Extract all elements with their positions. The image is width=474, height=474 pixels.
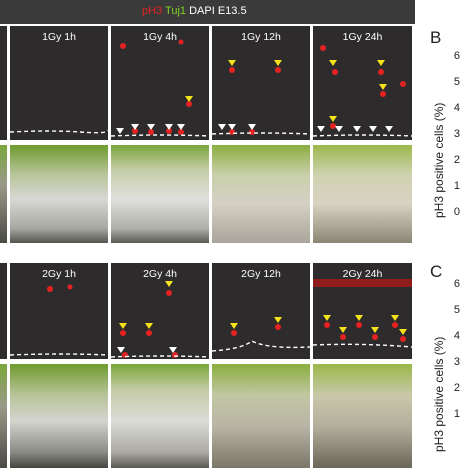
panel-b-tick: 5 — [453, 76, 460, 88]
panel-b-tick: 2 — [453, 154, 460, 166]
row2-partial-panel-merge — [0, 364, 7, 468]
channel-legend: pH3 Tuj1 DAPI E13.5 — [142, 5, 247, 17]
panel-label: 1Gy 4h — [143, 31, 177, 43]
gy1-12h-ph3-panel: 1Gy 12h — [212, 26, 310, 140]
gy1-24h-ph3-panel: 1Gy 24h — [313, 26, 412, 140]
gy2-12h-ph3-panel: 2Gy 12h — [212, 263, 310, 359]
legend-ph3: pH3 — [142, 5, 163, 17]
panel-c-ylabel: pH3 positive cells (%) — [432, 336, 446, 452]
panel-c-tick: 6 — [453, 278, 460, 290]
panel-letter-c: C — [430, 262, 443, 281]
gy1-1h-merge-panel — [10, 145, 108, 243]
gy1-4h-ph3-panel: 1Gy 4h — [111, 26, 209, 140]
panel-label: 2Gy 12h — [241, 268, 281, 280]
gy1-1h-ph3-panel: 1Gy 1h — [10, 26, 108, 140]
panel-label: 1Gy 12h — [241, 31, 281, 43]
panel-b-tick: 0 — [453, 206, 460, 218]
gy2-24h-ph3-panel: 2Gy 24h — [313, 263, 412, 359]
gy1-12h-merge-panel — [212, 145, 310, 243]
row1-partial-panel-ph3 — [0, 26, 7, 140]
legend-tuj1: Tuj1 — [165, 5, 187, 17]
panel-c-tick: 4 — [453, 330, 460, 342]
row1-partial-panel-merge — [0, 145, 7, 243]
panel-label: 2Gy 4h — [143, 268, 177, 280]
legend-dapi-stage: DAPI E13.5 — [189, 5, 247, 17]
panel-c-tick: 3 — [453, 356, 460, 368]
gy2-24h-merge-panel — [313, 364, 412, 468]
panel-label: 2Gy 24h — [342, 268, 383, 280]
panel-b-tick: 1 — [453, 180, 460, 192]
panel-letter-b: B — [430, 28, 442, 47]
panel-b-tick: 4 — [453, 102, 460, 114]
gy2-4h-ph3-panel: 2Gy 4h — [111, 263, 209, 359]
panel-c-tick: 5 — [453, 304, 460, 316]
gy2-1h-ph3-panel: 2Gy 1h — [10, 263, 108, 359]
panel-label: 1Gy 24h — [342, 31, 383, 43]
gy2-1h-merge-panel — [10, 364, 108, 468]
gy2-12h-merge-panel — [212, 364, 310, 468]
gy1-24h-merge-panel — [313, 145, 412, 243]
panel-b-tick: 6 — [453, 50, 460, 62]
channel-legend-bar: pH3 Tuj1 DAPI E13.5 — [0, 0, 415, 24]
panel-b-tick: 3 — [453, 128, 460, 140]
row2-partial-panel-ph3 — [0, 263, 7, 359]
panel-b-ylabel: pH3 positive cells (%) — [432, 102, 446, 218]
panel-c-tick: 2 — [453, 382, 460, 394]
gy2-4h-merge-panel — [111, 364, 209, 468]
panel-label: 2Gy 1h — [42, 268, 76, 280]
panel-c-tick: 1 — [453, 408, 460, 420]
gy1-4h-merge-panel — [111, 145, 209, 243]
panel-label: 1Gy 1h — [42, 31, 76, 43]
